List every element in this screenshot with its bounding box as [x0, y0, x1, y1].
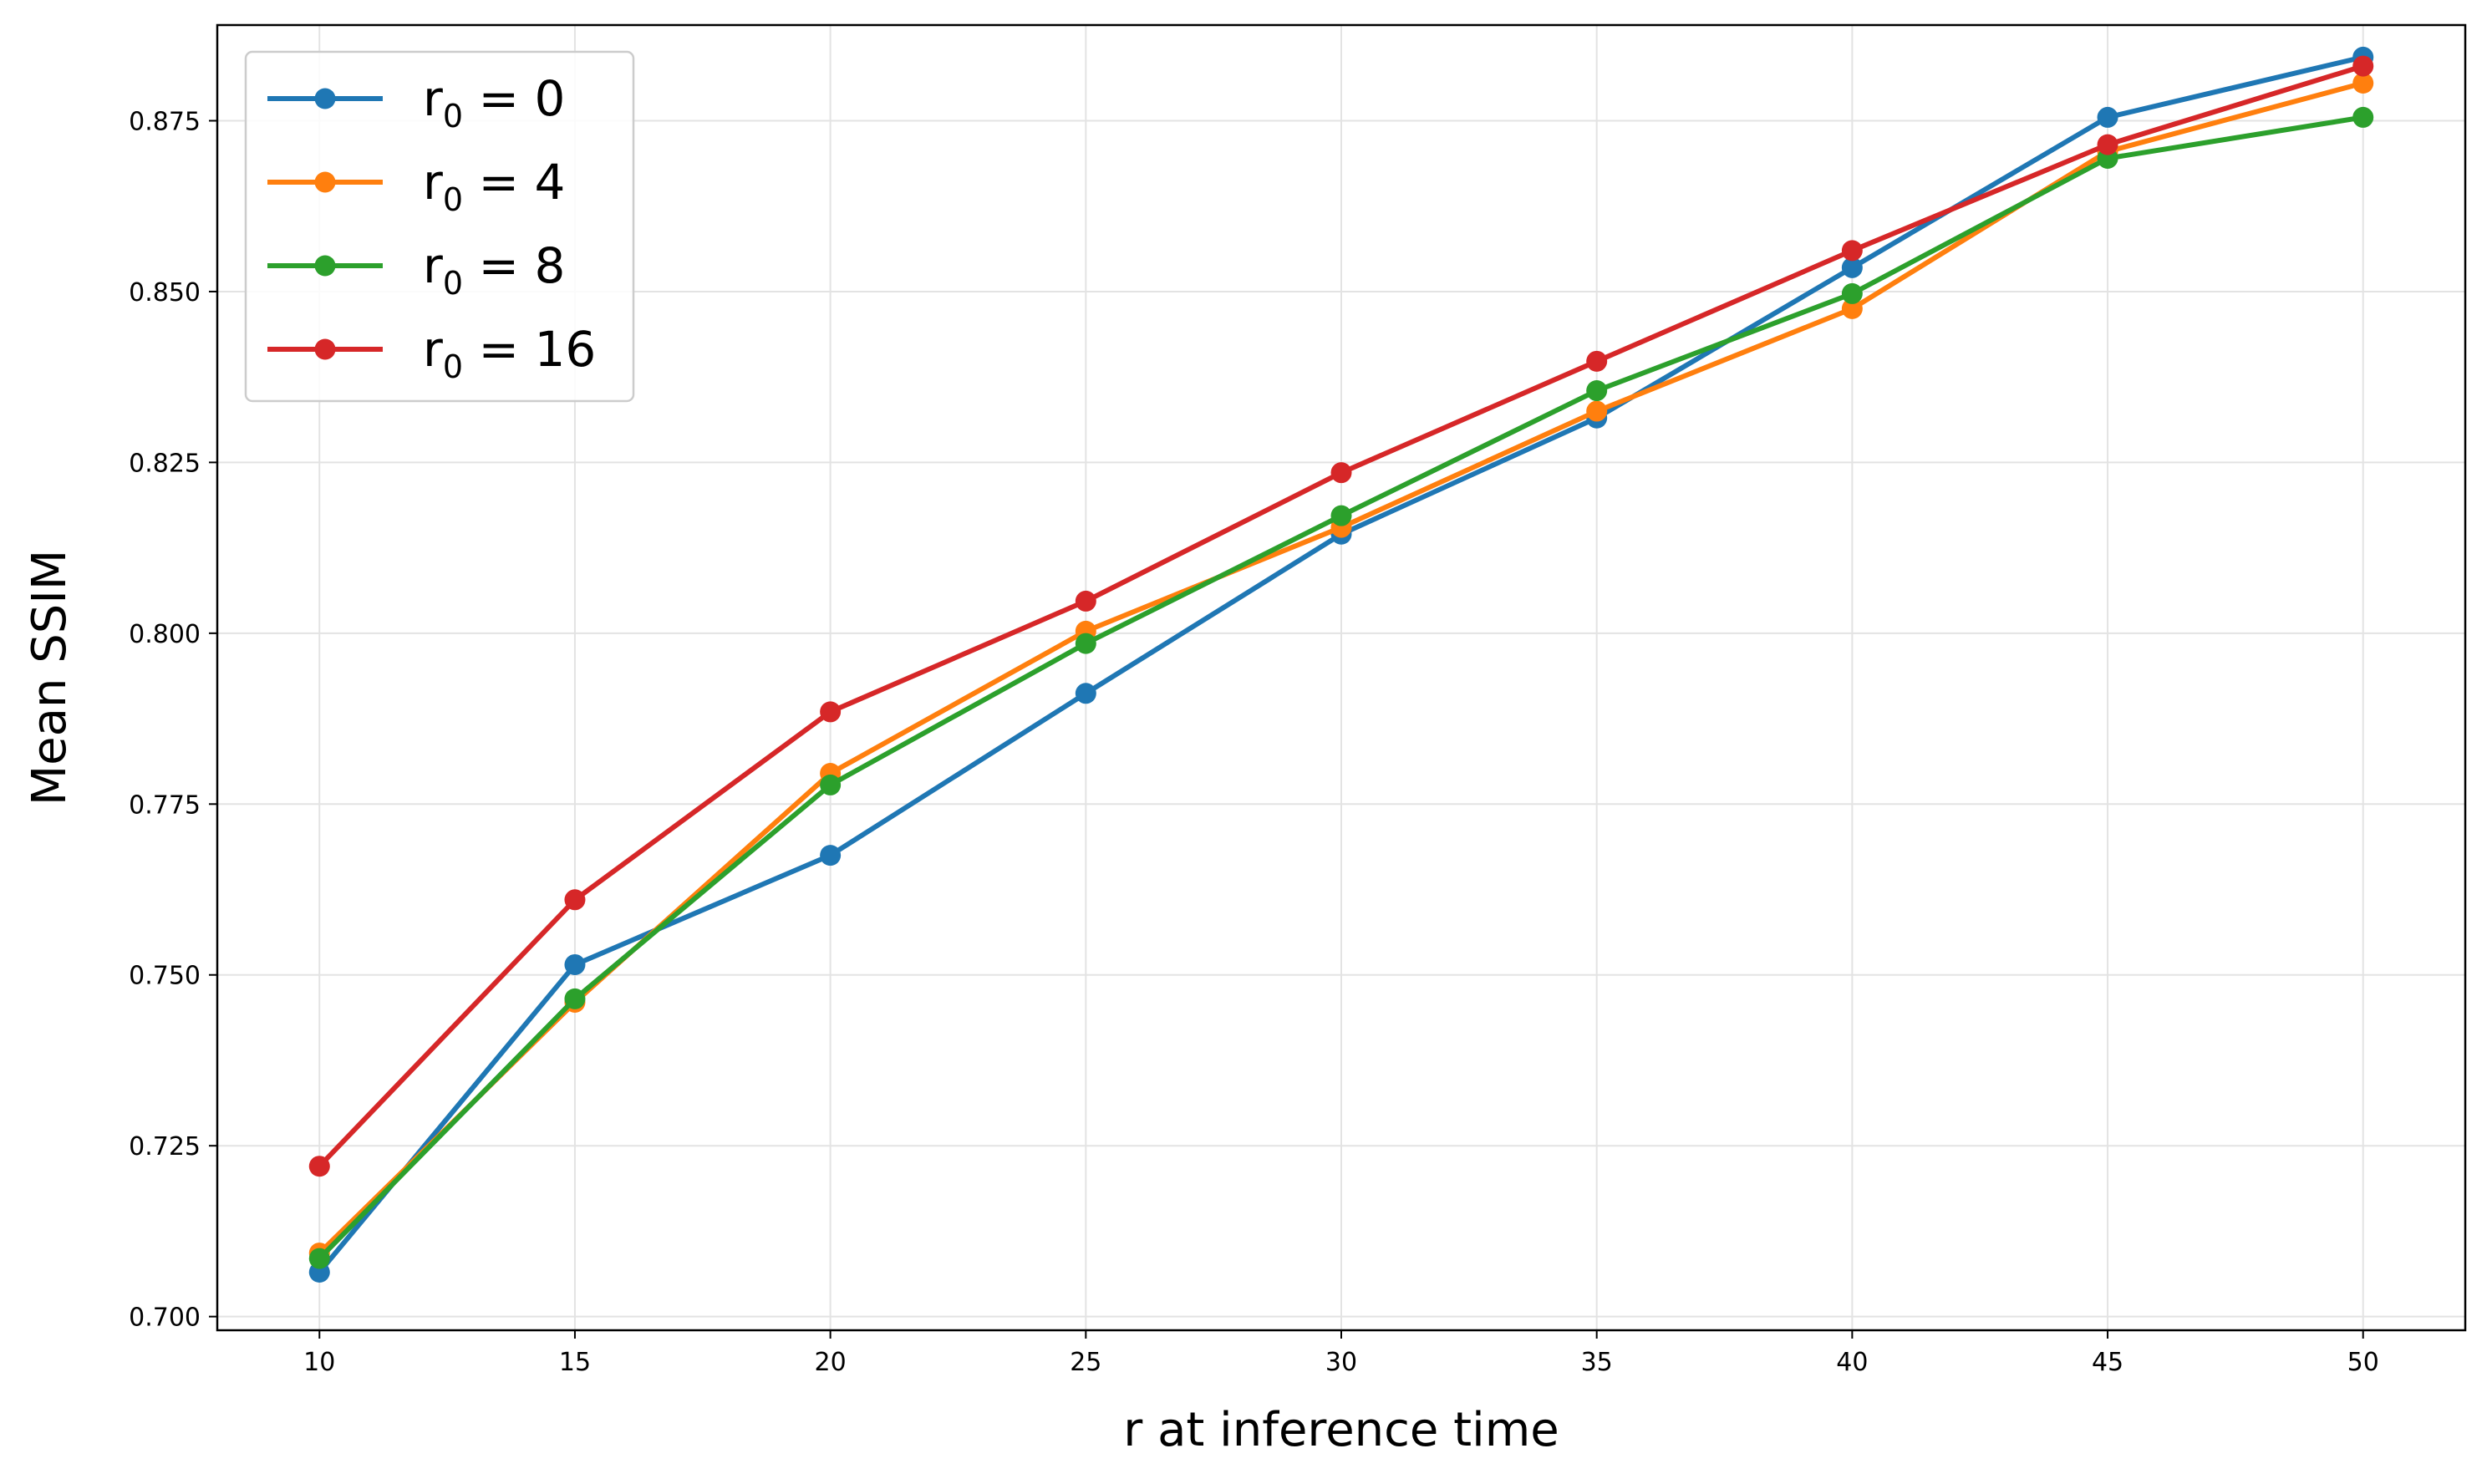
- data-point: [1586, 350, 1608, 372]
- legend-label-rest: = 16: [463, 321, 596, 378]
- y-tick-label: 0.875: [129, 107, 201, 136]
- legend-marker: [314, 255, 336, 277]
- y-tick-label: 0.750: [129, 962, 201, 991]
- legend-label-subscript: 0: [443, 348, 463, 385]
- legend: r0 = 0r0 = 4r0 = 8r0 = 16: [244, 50, 635, 403]
- data-point: [2352, 106, 2374, 128]
- data-point: [308, 1248, 330, 1269]
- legend-label: r0 = 0: [423, 70, 565, 135]
- legend-label-subscript: 0: [443, 181, 463, 218]
- data-point: [564, 988, 586, 1009]
- x-tick-label: 10: [303, 1348, 335, 1377]
- legend-label: r0 = 8: [423, 237, 565, 302]
- data-point: [1841, 297, 1863, 319]
- x-tick-label: 30: [1325, 1348, 1357, 1377]
- data-point: [1586, 400, 1608, 422]
- series-3: [308, 55, 2374, 1177]
- legend-label-subscript: 0: [443, 98, 463, 135]
- y-tick-label: 0.725: [129, 1132, 201, 1161]
- legend-label: r0 = 4: [423, 154, 565, 218]
- y-tick-label: 0.850: [129, 278, 201, 307]
- y-tick-label: 0.775: [129, 790, 201, 820]
- data-point: [1841, 257, 1863, 278]
- legend-label-base: r: [423, 237, 443, 294]
- data-point: [1075, 683, 1096, 704]
- data-point: [1075, 590, 1096, 612]
- grid: [217, 25, 2465, 1330]
- legend-label-base: r: [423, 154, 443, 211]
- x-tick-label: 45: [2092, 1348, 2123, 1377]
- data-point: [1330, 505, 1352, 526]
- x-axis-title: r at inference time: [1123, 1403, 1559, 1457]
- data-point: [820, 845, 842, 867]
- data-point: [2097, 134, 2118, 155]
- legend-label-rest: = 0: [463, 70, 565, 127]
- y-axis-title: Mean SSIM: [23, 550, 77, 806]
- data-point: [1841, 282, 1863, 304]
- legend-label-rest: = 4: [463, 154, 565, 211]
- data-point: [2097, 106, 2118, 128]
- legend-marker: [314, 338, 336, 360]
- y-tick-label: 0.700: [129, 1304, 201, 1333]
- legend-label-rest: = 8: [463, 237, 565, 294]
- legend-label-base: r: [423, 70, 443, 127]
- data-point: [1075, 633, 1096, 654]
- x-tick-label: 20: [815, 1348, 847, 1377]
- x-tick-label: 15: [559, 1348, 591, 1377]
- data-point: [1330, 462, 1352, 484]
- data-point: [820, 701, 842, 723]
- series-2: [308, 106, 2374, 1269]
- data-point: [1841, 240, 1863, 262]
- data-point: [564, 889, 586, 911]
- data-point: [820, 774, 842, 795]
- legend-label: r0 = 16: [423, 321, 596, 385]
- legend-box: [244, 50, 635, 403]
- series-layer: [308, 46, 2374, 1283]
- data-point: [1586, 380, 1608, 402]
- x-tick-label: 25: [1070, 1348, 1101, 1377]
- legend-marker: [314, 171, 336, 193]
- y-tick-label: 0.800: [129, 620, 201, 649]
- data-point: [2352, 73, 2374, 94]
- legend-label-base: r: [423, 321, 443, 378]
- y-tick-label: 0.825: [129, 449, 201, 478]
- data-point: [2352, 55, 2374, 77]
- data-point: [564, 953, 586, 975]
- legend-marker: [314, 88, 336, 109]
- legend-label-subscript: 0: [443, 265, 463, 302]
- axis-ticks: 10 15 20 25 30 35 40 45 50 0.700 0.725 0.750 0.775 0.…: [129, 107, 2379, 1377]
- x-tick-label: 50: [2347, 1348, 2379, 1377]
- x-tick-label: 40: [1836, 1348, 1868, 1377]
- data-point: [308, 1156, 330, 1177]
- x-tick-label: 35: [1581, 1348, 1613, 1377]
